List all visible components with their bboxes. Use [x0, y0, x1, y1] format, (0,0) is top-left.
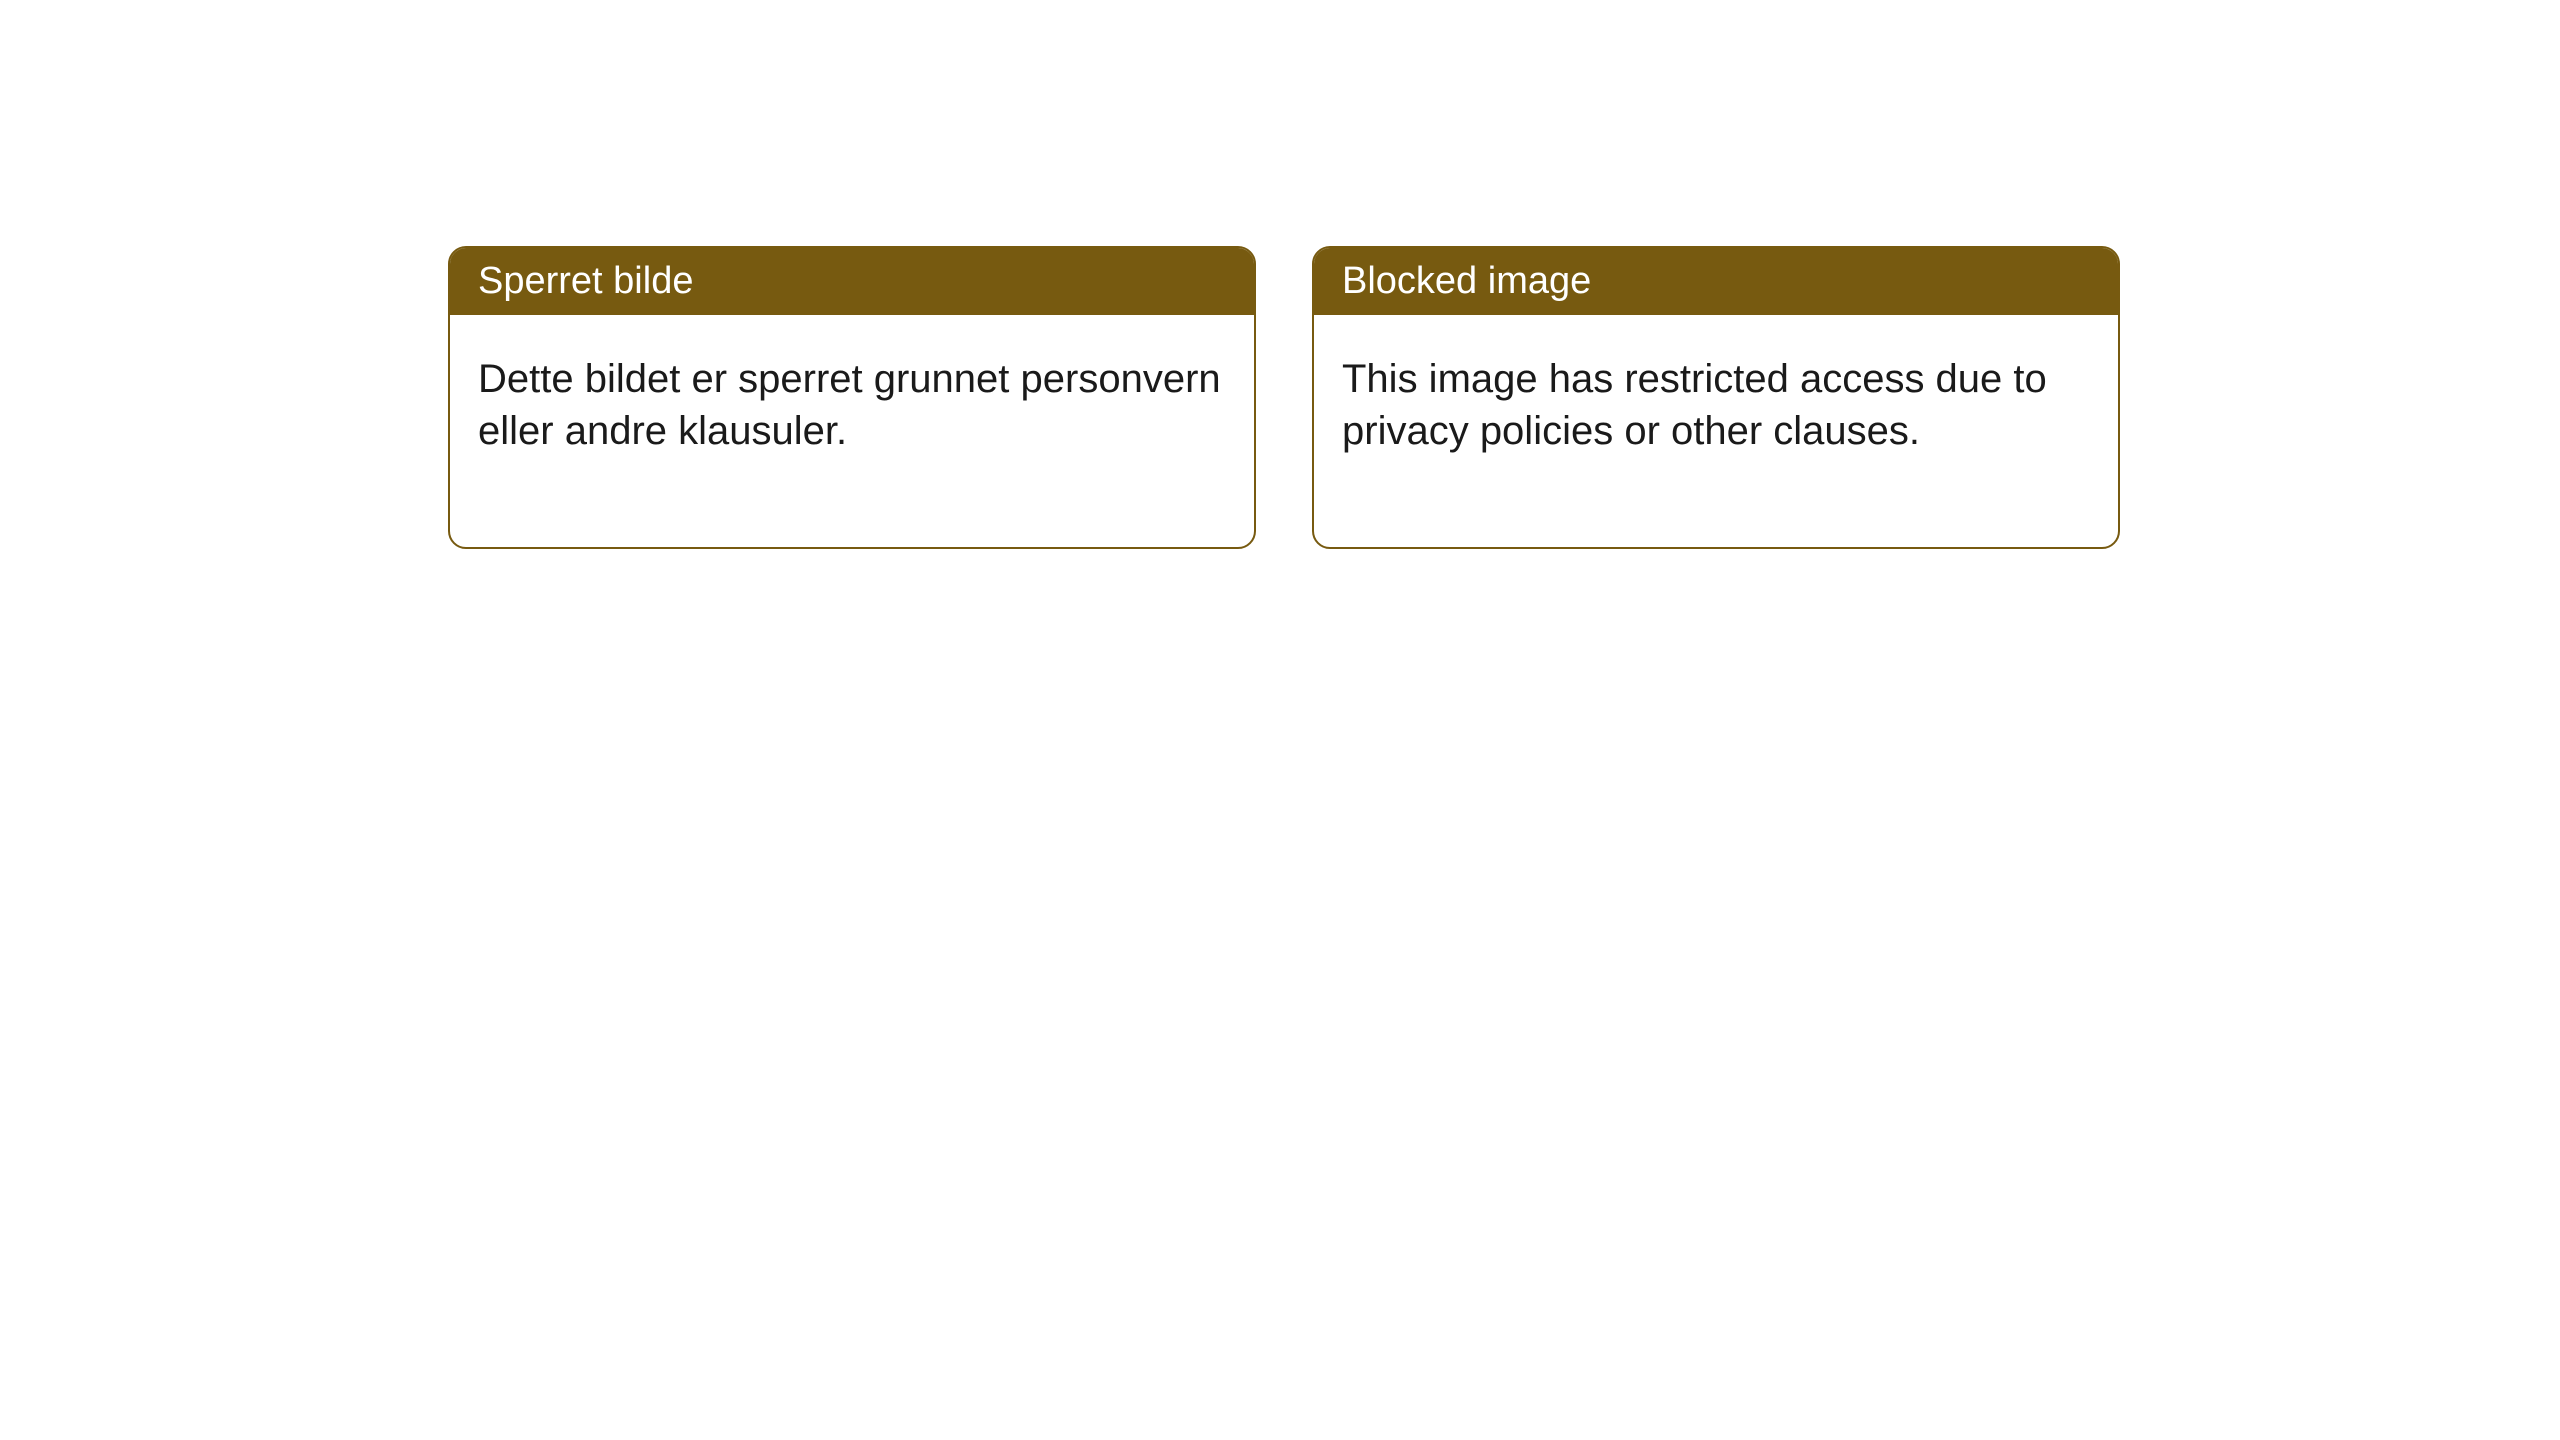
- notice-header: Blocked image: [1314, 248, 2118, 315]
- notice-container: Sperret bilde Dette bildet er sperret gr…: [0, 0, 2560, 549]
- notice-title: Sperret bilde: [478, 260, 693, 302]
- notice-body-text: Dette bildet er sperret grunnet personve…: [478, 357, 1221, 453]
- notice-header: Sperret bilde: [450, 248, 1254, 315]
- notice-body-text: This image has restricted access due to …: [1342, 357, 2047, 453]
- notice-body: Dette bildet er sperret grunnet personve…: [450, 315, 1254, 547]
- notice-card-english: Blocked image This image has restricted …: [1312, 246, 2120, 549]
- notice-card-norwegian: Sperret bilde Dette bildet er sperret gr…: [448, 246, 1256, 549]
- notice-body: This image has restricted access due to …: [1314, 315, 2118, 547]
- notice-title: Blocked image: [1342, 260, 1591, 302]
